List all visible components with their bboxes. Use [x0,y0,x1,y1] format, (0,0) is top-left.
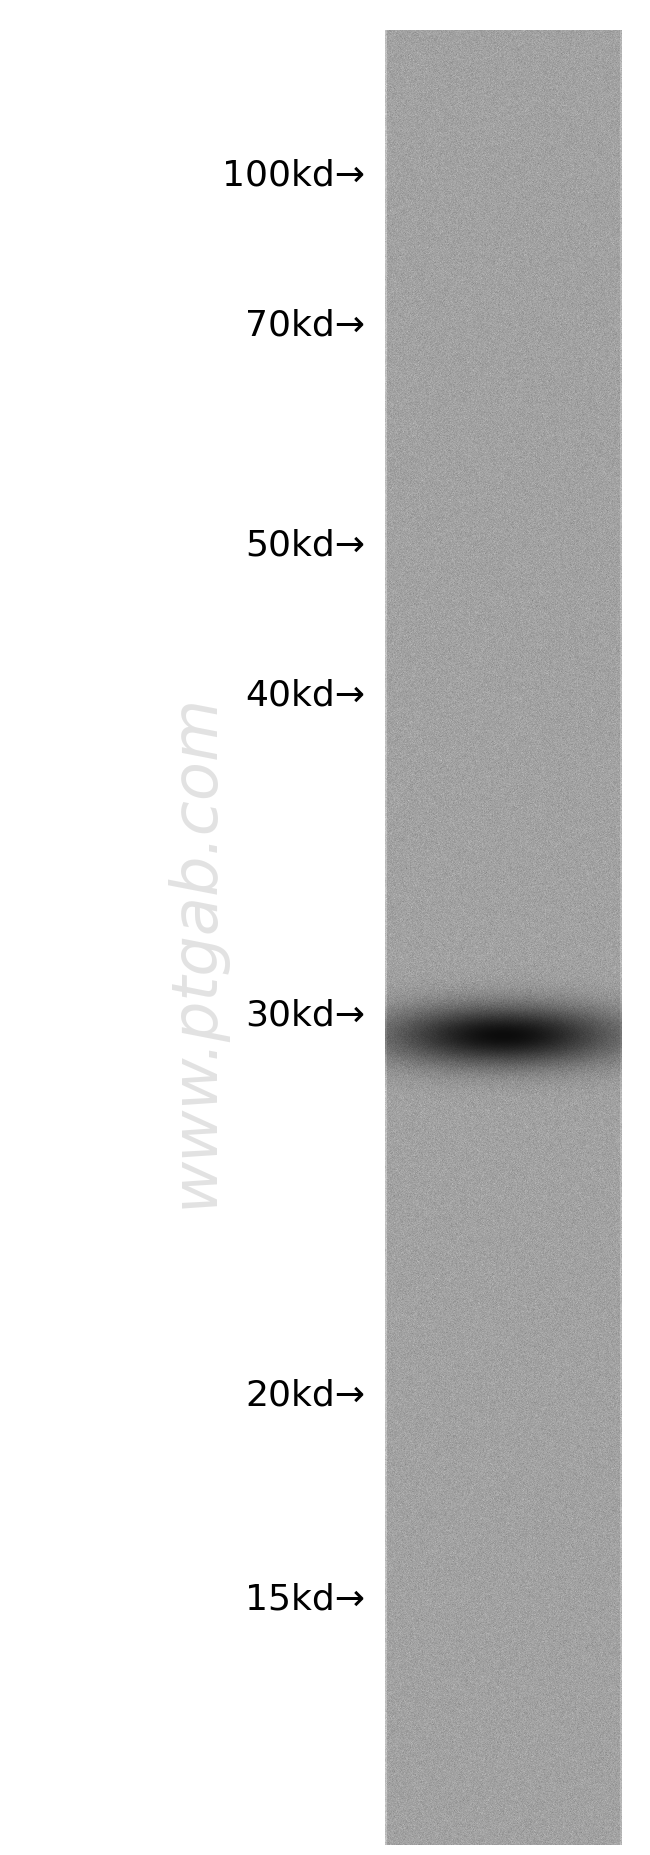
Text: 15kd→: 15kd→ [245,1582,365,1618]
Text: 20kd→: 20kd→ [245,1378,365,1412]
Text: 40kd→: 40kd→ [245,677,365,712]
Text: 50kd→: 50kd→ [245,529,365,562]
Text: 30kd→: 30kd→ [245,998,365,1031]
Text: www.ptgab.com: www.ptgab.com [164,692,226,1208]
Text: 70kd→: 70kd→ [245,308,365,341]
Text: 100kd→: 100kd→ [222,158,365,193]
